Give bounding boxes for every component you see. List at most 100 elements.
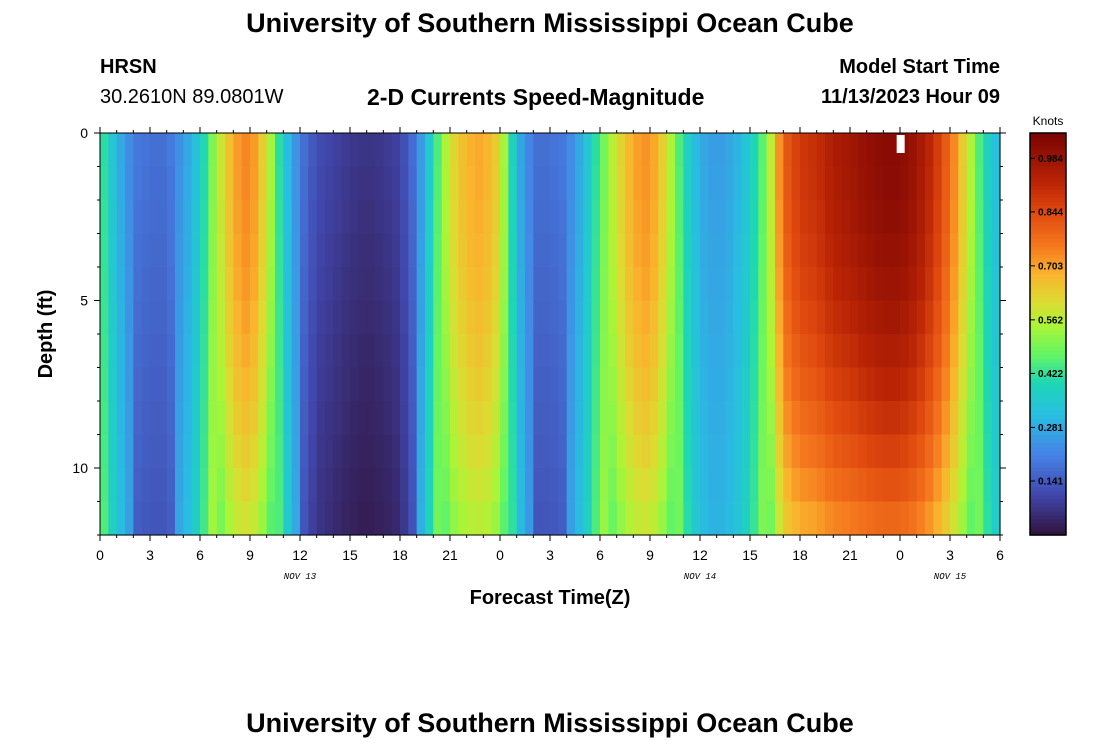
heatmap-cell (516, 200, 526, 235)
heatmap-cell (191, 200, 201, 235)
heatmap-cell (108, 334, 118, 369)
heatmap-cell (766, 468, 776, 503)
heatmap-cell (808, 468, 818, 503)
heatmap-cell (891, 367, 901, 402)
heatmap-cell (783, 468, 793, 503)
heatmap-cell (191, 166, 201, 201)
heatmap-cell (616, 434, 626, 469)
heatmap-cell (416, 367, 426, 402)
heatmap-cell (600, 434, 609, 469)
model-start-value: 11/13/2023 Hour 09 (820, 86, 1000, 108)
heatmap-cell (525, 200, 534, 235)
heatmap-cell (183, 501, 193, 536)
heatmap-cell (508, 334, 518, 369)
colorbar-swatch (1030, 398, 1066, 403)
heatmap-cell (458, 300, 468, 335)
heatmap-cell (408, 233, 418, 268)
heatmap-cell (775, 501, 784, 536)
heatmap-cell (383, 401, 393, 436)
heatmap-cell (116, 334, 126, 369)
heatmap-cell (466, 166, 476, 201)
heatmap-cell (658, 200, 668, 235)
colorbar-swatch (1030, 382, 1066, 387)
heatmap-cell (366, 233, 376, 268)
heatmap-cell (966, 367, 976, 402)
heatmap-cell (258, 166, 268, 201)
heatmap-cell (233, 166, 243, 201)
heatmap-cell (500, 267, 509, 302)
colorbar-tick-label: 0.703 (1038, 261, 1063, 272)
heatmap-cell (866, 200, 876, 235)
heatmap-cell (733, 166, 743, 201)
heatmap-cell (108, 401, 118, 436)
heatmap-cell (433, 501, 443, 536)
heatmap-cell (283, 267, 293, 302)
heatmap-cell (275, 200, 284, 235)
heatmap-cell (133, 334, 143, 369)
heatmap-cell (958, 200, 968, 235)
heatmap-cell (791, 501, 801, 536)
heatmap-cell (608, 267, 618, 302)
heatmap-cell (550, 233, 559, 268)
heatmap-cell (475, 501, 484, 536)
heatmap-cell (541, 166, 551, 201)
heatmap-cell (416, 133, 426, 168)
heatmap-cell (383, 133, 393, 168)
colorbar-swatch (1030, 518, 1066, 524)
heatmap-cell (708, 200, 718, 235)
heatmap-cell (591, 166, 601, 201)
heatmap-cell (375, 166, 384, 201)
heatmap-cell (250, 200, 259, 235)
heatmap-cell (608, 200, 618, 235)
heatmap-cell (508, 133, 518, 168)
heatmap-cell (650, 468, 659, 503)
heatmap-cell (325, 367, 334, 402)
heatmap-cell (858, 468, 868, 503)
heatmap-cell (166, 468, 176, 503)
heatmap-cell (391, 166, 401, 201)
colorbar-swatch (1030, 470, 1066, 476)
heatmap-cell (991, 401, 1001, 436)
heatmap-cell (725, 300, 734, 335)
heatmap-cell (941, 166, 951, 201)
heatmap-cell (691, 267, 701, 302)
heatmap-cell (783, 200, 793, 235)
plot-title: 2-D Currents Speed-Magnitude (367, 84, 705, 110)
heatmap-cell (308, 233, 318, 268)
heatmap-cell (466, 233, 476, 268)
heatmap-cell (575, 401, 584, 436)
colorbar-swatch (1030, 486, 1066, 492)
heatmap-cell (858, 300, 868, 335)
heatmap-cell (950, 434, 959, 469)
heatmap-cell (216, 434, 226, 469)
heatmap-cell (983, 334, 993, 369)
heatmap-cell (816, 133, 826, 168)
heatmap-cell (366, 300, 376, 335)
heatmap-cell (358, 468, 368, 503)
heatmap-cell (225, 233, 234, 268)
heatmap-cell (166, 401, 176, 436)
heatmap-cell (691, 300, 701, 335)
heatmap-cell (366, 133, 376, 168)
heatmap-cell (216, 267, 226, 302)
colorbar-swatch (1030, 430, 1066, 436)
colorbar-swatch (1030, 502, 1066, 508)
heatmap-cell (658, 501, 668, 536)
heatmap-cell (283, 367, 293, 402)
heatmap-cell (600, 334, 609, 369)
heatmap-cell (950, 334, 959, 369)
heatmap-cell (608, 233, 618, 268)
heatmap-cell (958, 166, 968, 201)
heatmap-cell (566, 334, 576, 369)
heatmap-cell (541, 501, 551, 536)
heatmap-cell (233, 367, 243, 402)
heatmap-cell (383, 233, 393, 268)
heatmap-cell (800, 233, 809, 268)
heatmap-cell (716, 200, 726, 235)
colorbar-swatch (1030, 338, 1066, 343)
heatmap-cell (550, 300, 559, 335)
heatmap-cell (108, 501, 118, 536)
heatmap-cell (766, 166, 776, 201)
heatmap-cell (425, 501, 434, 536)
heatmap-cell (408, 166, 418, 201)
